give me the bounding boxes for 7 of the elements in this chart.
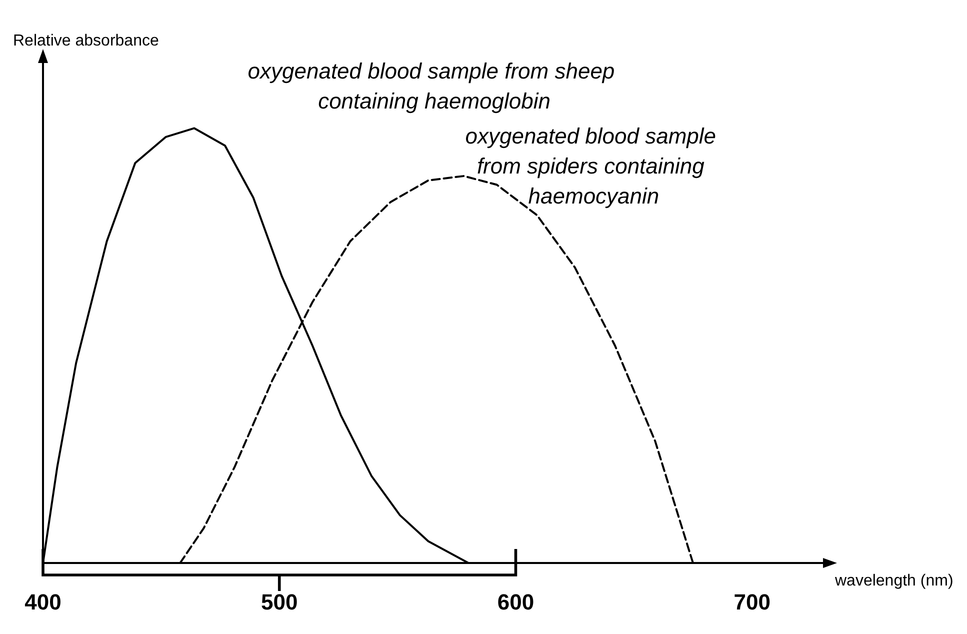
x-tick-label: 700	[734, 590, 770, 614]
x-tick-label: 600	[497, 590, 534, 614]
x-axis-title: wavelength (nm)	[834, 572, 954, 590]
x-tick-label: 500	[261, 590, 298, 614]
x-tick-label: 400	[24, 590, 62, 614]
series-label: oxygenated blood sample from spiders containing haemocyanin	[465, 124, 722, 209]
y-axis-title: Relative absorbance	[13, 32, 159, 50]
